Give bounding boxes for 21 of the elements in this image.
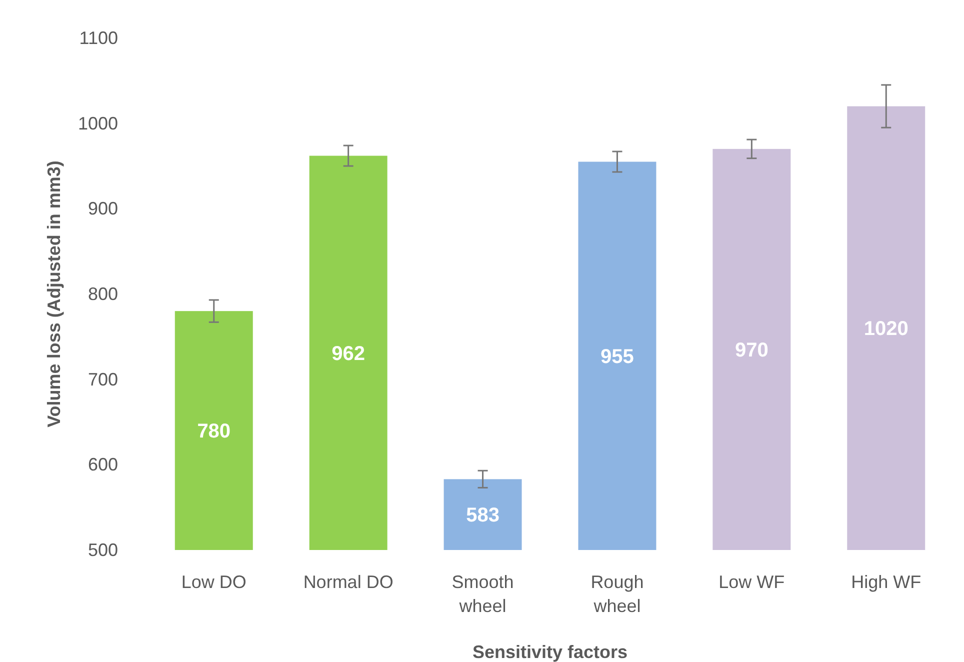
x-tick-label: High WF [851, 572, 922, 592]
data-label: 1020 [864, 318, 908, 340]
y-tick-label: 700 [88, 369, 118, 390]
y-tick-label: 1100 [79, 28, 118, 48]
y-tick-label: 1000 [78, 113, 118, 134]
y-axis-title: Volume loss (Adjusted in mm3) [44, 160, 64, 428]
y-tick-label: 600 [88, 454, 118, 475]
data-label: 955 [600, 346, 634, 368]
x-axis-title: Sensitivity factors [472, 642, 628, 662]
x-tick-label: Smooth wheel [452, 572, 514, 616]
data-label: 970 [734, 339, 768, 362]
data-label: 962 [332, 342, 366, 365]
data-label: 583 [466, 504, 500, 527]
x-tick-label: Normal DO [303, 572, 394, 592]
y-tick-label: 500 [88, 540, 118, 560]
y-tick-label: 900 [88, 198, 118, 219]
x-tick-label: Low DO [181, 572, 246, 592]
x-tick-label: Rough wheel [590, 572, 644, 616]
data-label: 780 [197, 420, 231, 443]
y-tick-label: 800 [88, 284, 118, 304]
x-tick-label: Low WF [718, 572, 785, 592]
